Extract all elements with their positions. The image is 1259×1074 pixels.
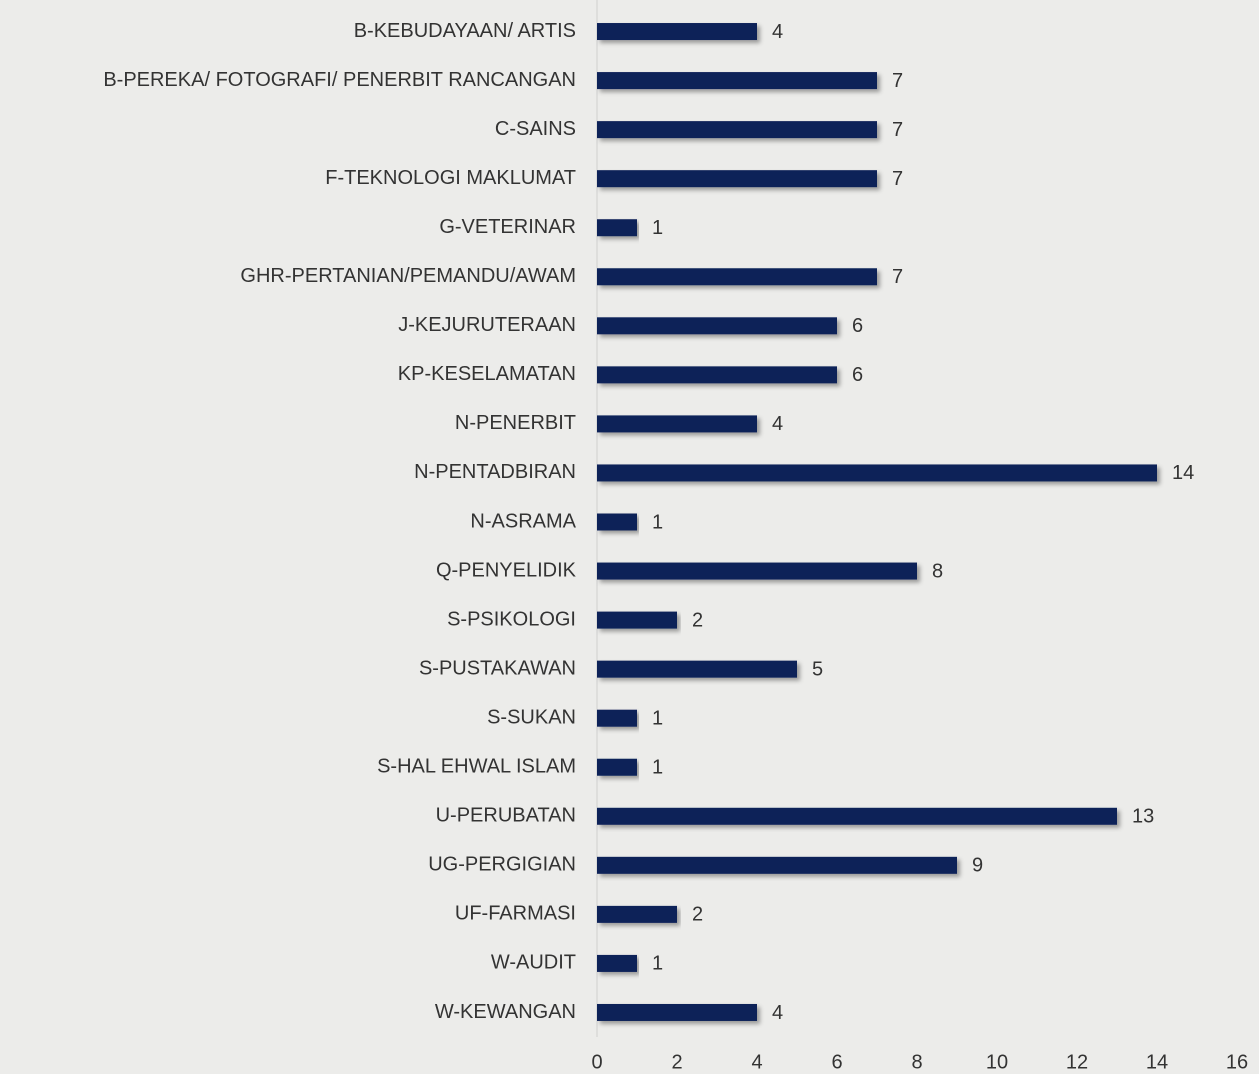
data-label: 5 <box>812 658 823 680</box>
bar <box>597 268 877 286</box>
y-tick-label: B-PEREKA/ FOTOGRAFI/ PENERBIT RANCANGAN <box>103 69 576 91</box>
data-label: 2 <box>692 904 703 926</box>
y-tick-label: G-VETERINAR <box>439 216 576 238</box>
x-tick-label: 8 <box>911 1051 922 1073</box>
bar <box>597 513 637 531</box>
x-tick-label: 2 <box>671 1051 682 1073</box>
bar <box>597 954 637 972</box>
data-label: 1 <box>652 511 663 533</box>
bar <box>597 1003 757 1021</box>
bar <box>597 905 677 923</box>
data-label: 1 <box>652 217 663 239</box>
y-tick-label: GHR-PERTANIAN/PEMANDU/AWAM <box>240 265 576 287</box>
bar <box>597 807 1117 825</box>
y-tick-label: W-KEWANGAN <box>435 1001 576 1023</box>
y-tick-label: Q-PENYELIDIK <box>436 559 577 581</box>
x-tick-label: 10 <box>986 1051 1008 1073</box>
data-label: 7 <box>892 70 903 92</box>
y-tick-label: U-PERUBATAN <box>436 805 576 827</box>
x-tick-label: 12 <box>1066 1051 1088 1073</box>
y-tick-label: S-HAL EHWAL ISLAM <box>377 756 576 778</box>
y-tick-label: B-KEBUDAYAAN/ ARTIS <box>354 20 576 42</box>
data-label: 4 <box>772 1002 783 1024</box>
bar <box>597 72 877 90</box>
data-label: 1 <box>652 707 663 729</box>
data-label: 6 <box>852 315 863 337</box>
y-tick-label: N-PENTADBIRAN <box>414 461 576 483</box>
y-tick-label: UG-PERGIGIAN <box>428 854 576 876</box>
bar <box>597 170 877 188</box>
bar <box>597 415 757 433</box>
x-tick-label: 14 <box>1146 1051 1168 1073</box>
data-label: 7 <box>892 266 903 288</box>
bar <box>597 219 637 237</box>
y-tick-label: S-SUKAN <box>487 706 576 728</box>
bar <box>597 660 797 678</box>
data-label: 4 <box>772 21 783 43</box>
data-label: 2 <box>692 609 703 631</box>
y-tick-label: S-PUSTAKAWAN <box>419 657 576 679</box>
x-tick-label: 4 <box>751 1051 762 1073</box>
data-label: 14 <box>1172 462 1194 484</box>
data-label: 1 <box>652 953 663 975</box>
bar <box>597 464 1157 482</box>
y-tick-label: N-ASRAMA <box>470 510 576 532</box>
x-tick-label: 6 <box>831 1051 842 1073</box>
bar <box>597 709 637 727</box>
bar <box>597 366 837 384</box>
bar <box>597 23 757 41</box>
x-tick-label: 16 <box>1226 1051 1248 1073</box>
data-label: 13 <box>1132 806 1154 828</box>
y-tick-label: C-SAINS <box>495 118 576 140</box>
y-tick-label: S-PSIKOLOGI <box>447 608 576 630</box>
y-tick-label: W-AUDIT <box>491 952 576 974</box>
data-label: 1 <box>652 757 663 779</box>
y-tick-label: UF-FARMASI <box>455 903 576 925</box>
bar <box>597 856 957 874</box>
data-label: 6 <box>852 364 863 386</box>
y-tick-label: F-TEKNOLOGI MAKLUMAT <box>325 167 576 189</box>
y-tick-label: J-KEJURUTERAAN <box>398 314 576 336</box>
bar <box>597 758 637 776</box>
bar <box>597 562 917 580</box>
y-tick-label: N-PENERBIT <box>455 412 576 434</box>
data-label: 4 <box>772 413 783 435</box>
data-label: 7 <box>892 168 903 190</box>
data-label: 7 <box>892 119 903 141</box>
x-tick-label: 0 <box>591 1051 602 1073</box>
bar <box>597 317 837 335</box>
data-label: 8 <box>932 560 943 582</box>
y-tick-label: KP-KESELAMATAN <box>398 363 576 385</box>
data-label: 9 <box>972 855 983 877</box>
bar <box>597 611 677 629</box>
bar <box>597 121 877 139</box>
